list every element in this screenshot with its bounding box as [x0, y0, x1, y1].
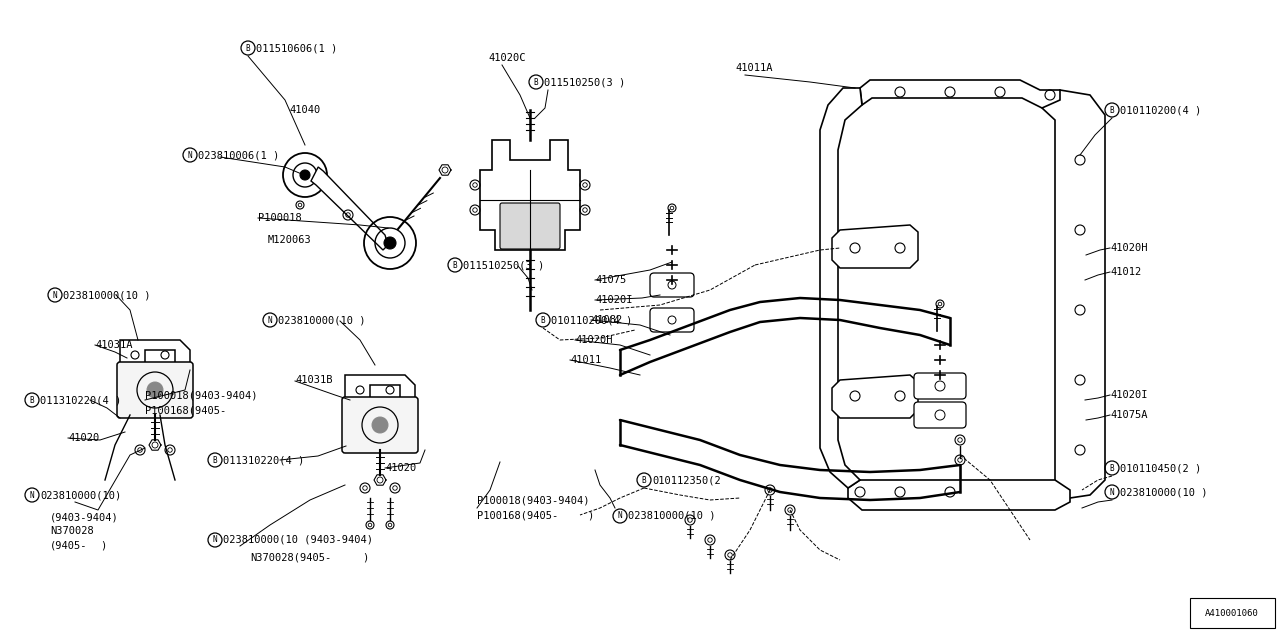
Text: (9403-9404): (9403-9404) [50, 512, 119, 522]
Text: 023810006(1 ): 023810006(1 ) [198, 150, 279, 160]
Text: B: B [1110, 463, 1115, 472]
Bar [1190, 598, 1275, 628]
Text: 023810000(10 ): 023810000(10 ) [628, 511, 716, 521]
Text: N: N [52, 291, 58, 300]
FancyBboxPatch shape [650, 273, 694, 297]
Text: 41011A: 41011A [735, 63, 773, 73]
Text: 010110200(4 ): 010110200(4 ) [550, 315, 632, 325]
Circle shape [300, 170, 310, 180]
FancyBboxPatch shape [116, 362, 193, 418]
Text: 41011: 41011 [570, 355, 602, 365]
Text: 023810000(10 ): 023810000(10 ) [278, 315, 366, 325]
Text: N: N [29, 490, 35, 499]
Text: 41012: 41012 [1110, 267, 1142, 277]
Text: B: B [534, 77, 539, 86]
Text: P100018(9403-9404): P100018(9403-9404) [145, 390, 257, 400]
Text: 023810000(10 ): 023810000(10 ) [1120, 487, 1207, 497]
Circle shape [384, 237, 396, 249]
Text: 41020H: 41020H [1110, 243, 1147, 253]
Polygon shape [860, 80, 1065, 108]
Text: N: N [268, 316, 273, 324]
Text: 010112350(2: 010112350(2 [652, 475, 721, 485]
Text: 41082: 41082 [591, 315, 622, 325]
Text: 010110450(2 ): 010110450(2 ) [1120, 463, 1201, 473]
Polygon shape [311, 167, 388, 250]
Text: (9405-: (9405- [50, 540, 87, 550]
Text: N: N [618, 511, 622, 520]
FancyBboxPatch shape [914, 373, 966, 399]
Text: 41075A: 41075A [1110, 410, 1147, 420]
Text: 41020: 41020 [385, 463, 416, 473]
Polygon shape [820, 88, 861, 488]
Text: A410001060: A410001060 [1206, 609, 1258, 618]
Text: 41031B: 41031B [294, 375, 333, 385]
Text: 011310220(4 ): 011310220(4 ) [40, 395, 122, 405]
Text: N: N [212, 536, 218, 545]
Text: 011510606(1 ): 011510606(1 ) [256, 43, 337, 53]
Polygon shape [120, 340, 189, 370]
Text: B: B [1110, 106, 1115, 115]
Text: N370028: N370028 [50, 526, 93, 536]
Text: 023810000(10): 023810000(10) [40, 490, 122, 500]
Text: B: B [29, 396, 35, 404]
Text: 41020C: 41020C [488, 53, 526, 63]
Text: 41075: 41075 [595, 275, 626, 285]
Text: N: N [1110, 488, 1115, 497]
Polygon shape [849, 480, 1070, 510]
Text: P100018: P100018 [259, 213, 302, 223]
Polygon shape [832, 375, 918, 418]
Text: ): ) [100, 540, 106, 550]
Text: 023810000(10 (9403-9404): 023810000(10 (9403-9404) [223, 535, 372, 545]
Polygon shape [346, 375, 415, 405]
Circle shape [372, 417, 388, 433]
Text: 41020I: 41020I [1110, 390, 1147, 400]
Text: 011310220(4 ): 011310220(4 ) [223, 455, 305, 465]
Text: 41040: 41040 [289, 105, 320, 115]
FancyBboxPatch shape [914, 402, 966, 428]
Text: M120063: M120063 [268, 235, 312, 245]
Text: N370028(9405-: N370028(9405- [250, 553, 332, 563]
Circle shape [147, 382, 163, 398]
Text: B: B [641, 476, 646, 484]
FancyBboxPatch shape [500, 203, 561, 249]
Text: 023810000(10 ): 023810000(10 ) [63, 290, 151, 300]
Text: 011510250(3 ): 011510250(3 ) [544, 77, 625, 87]
FancyBboxPatch shape [650, 308, 694, 332]
Text: P100168(9405-: P100168(9405- [477, 511, 558, 521]
Text: B: B [212, 456, 218, 465]
Polygon shape [832, 225, 918, 268]
Text: B: B [246, 44, 251, 52]
Text: 41031A: 41031A [95, 340, 133, 350]
Polygon shape [1042, 90, 1105, 498]
Text: 011510250(3 ): 011510250(3 ) [463, 260, 544, 270]
Text: 41020: 41020 [68, 433, 100, 443]
Text: 010110200(4 ): 010110200(4 ) [1120, 105, 1201, 115]
Text: P100168(9405-: P100168(9405- [145, 405, 227, 415]
Text: 41020I: 41020I [595, 295, 632, 305]
Text: B: B [540, 316, 545, 324]
Text: 41020H: 41020H [575, 335, 613, 345]
Text: ): ) [362, 553, 369, 563]
Text: B: B [453, 260, 457, 269]
Text: N: N [188, 150, 192, 159]
Text: P100018(9403-9404): P100018(9403-9404) [477, 495, 590, 505]
Polygon shape [480, 140, 580, 250]
Text: ): ) [588, 511, 593, 521]
FancyBboxPatch shape [342, 397, 419, 453]
